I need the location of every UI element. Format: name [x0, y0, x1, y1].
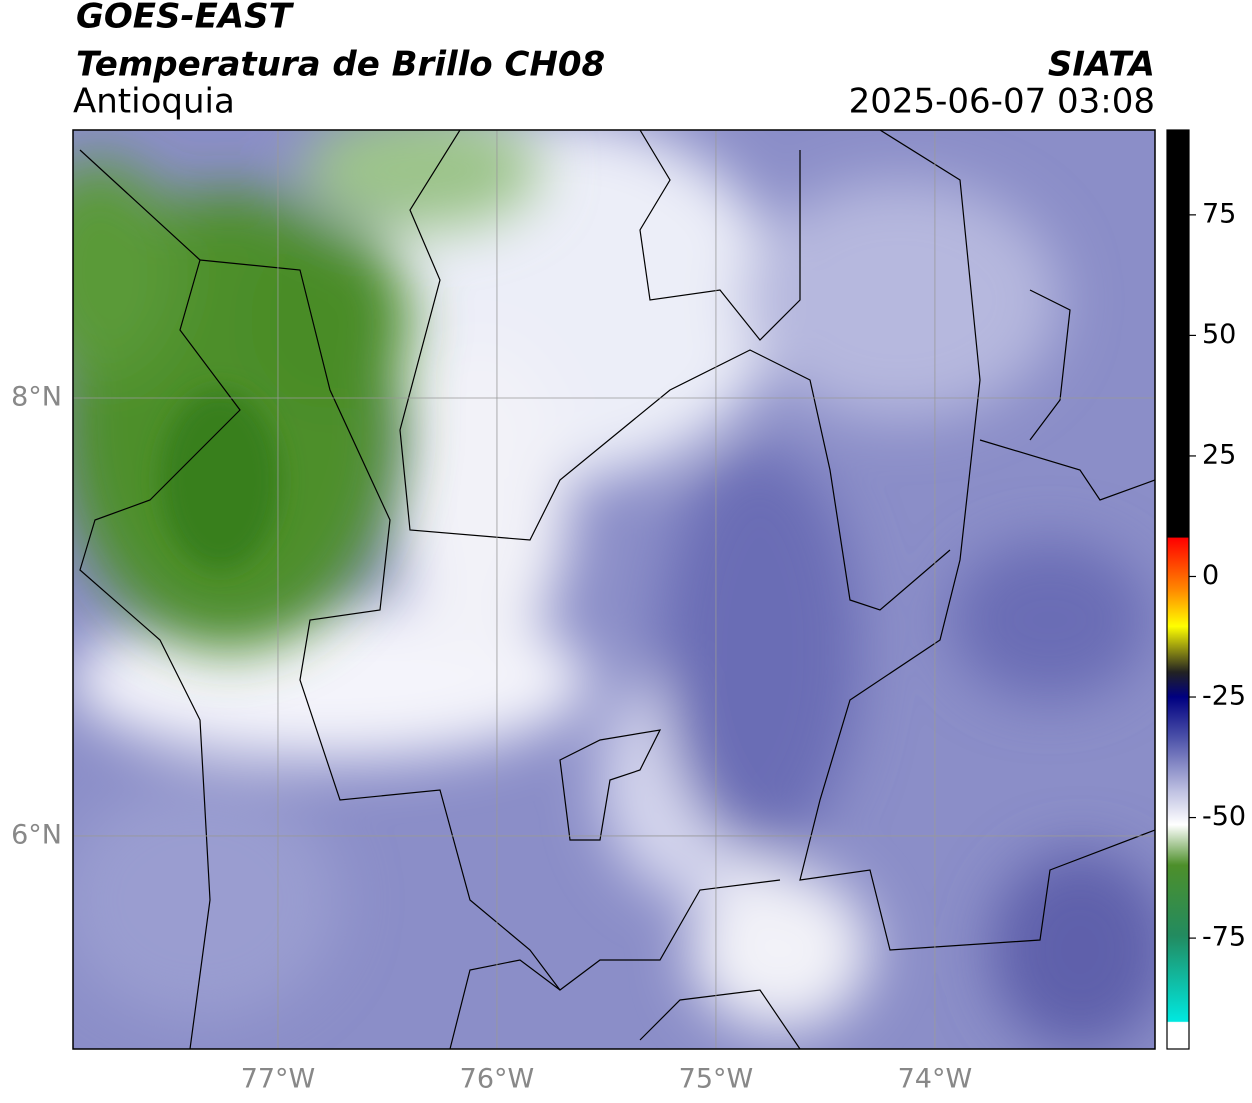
lon-tick-label: 75°W	[679, 1064, 754, 1095]
lon-tick-label: 76°W	[460, 1064, 535, 1095]
colorbar	[1166, 129, 1190, 1050]
subtitle: Temperatura de Brillo CH08	[76, 45, 605, 85]
lon-tick-label: 77°W	[241, 1064, 316, 1095]
datetime: 2025-06-07 03:08	[849, 82, 1155, 122]
borders	[79, 130, 1155, 1049]
satellite-image	[73, 130, 1155, 1049]
colorbar-tick-label: -25	[1202, 681, 1246, 712]
colorbar-tick-label: 50	[1202, 319, 1236, 350]
lon-tick-label: 74°W	[898, 1064, 973, 1095]
title: GOES-EAST	[76, 0, 295, 37]
region: Antioquia	[73, 82, 235, 122]
source: SIATA	[1048, 45, 1155, 85]
lat-tick-label: 6°N	[11, 819, 62, 850]
colorbar-tick-label: 25	[1202, 439, 1236, 470]
lat-tick-label: 8°N	[11, 382, 62, 413]
colorbar-tick-label: -75	[1202, 922, 1246, 953]
colorbar-tick-label: -50	[1202, 801, 1246, 832]
colorbar-tick-label: 75	[1202, 198, 1236, 229]
graticule	[73, 130, 1155, 1049]
map-frame	[72, 129, 1156, 1050]
colorbar-tick-label: 0	[1202, 560, 1219, 591]
